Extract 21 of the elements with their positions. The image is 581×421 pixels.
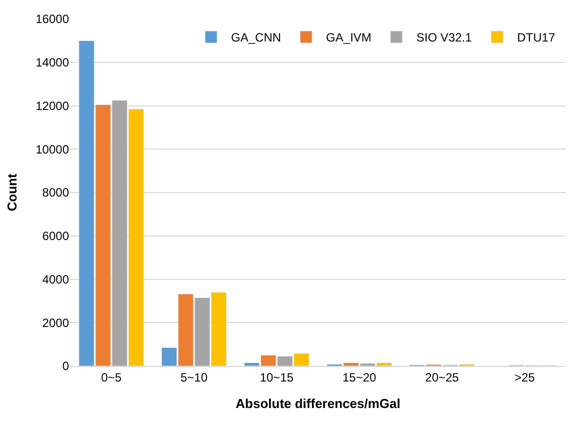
y-tick-label: 10000 bbox=[36, 142, 70, 156]
x-tick-label: 20~25 bbox=[425, 370, 460, 384]
y-tick-label: 8000 bbox=[42, 186, 70, 200]
x-tick-label: 10~15 bbox=[260, 370, 294, 384]
legend-label: GA_CNN bbox=[231, 30, 282, 45]
y-tick-label: 12000 bbox=[36, 98, 70, 113]
y-tick-label: 0 bbox=[62, 359, 70, 374]
x-tick-label: 15~20 bbox=[342, 370, 377, 384]
legend-label: SIO V32.1 bbox=[416, 30, 472, 45]
x-tick-label: 0~5 bbox=[101, 370, 122, 384]
legend-label: DTU17 bbox=[517, 30, 556, 45]
y-axis-title: Count bbox=[4, 173, 20, 212]
y-tick-label: 6000 bbox=[42, 229, 70, 244]
y-tick-label: 2000 bbox=[42, 316, 70, 330]
legend-label: GA_IVM bbox=[326, 30, 372, 45]
x-axis-title: Absolute differences/mGal bbox=[236, 396, 400, 411]
y-tick-label: 16000 bbox=[36, 12, 70, 26]
x-tick-label: >25 bbox=[514, 370, 536, 384]
x-tick-label: 5~10 bbox=[180, 370, 208, 384]
y-tick-label: 14000 bbox=[36, 56, 70, 70]
y-tick-label: 4000 bbox=[42, 272, 70, 286]
